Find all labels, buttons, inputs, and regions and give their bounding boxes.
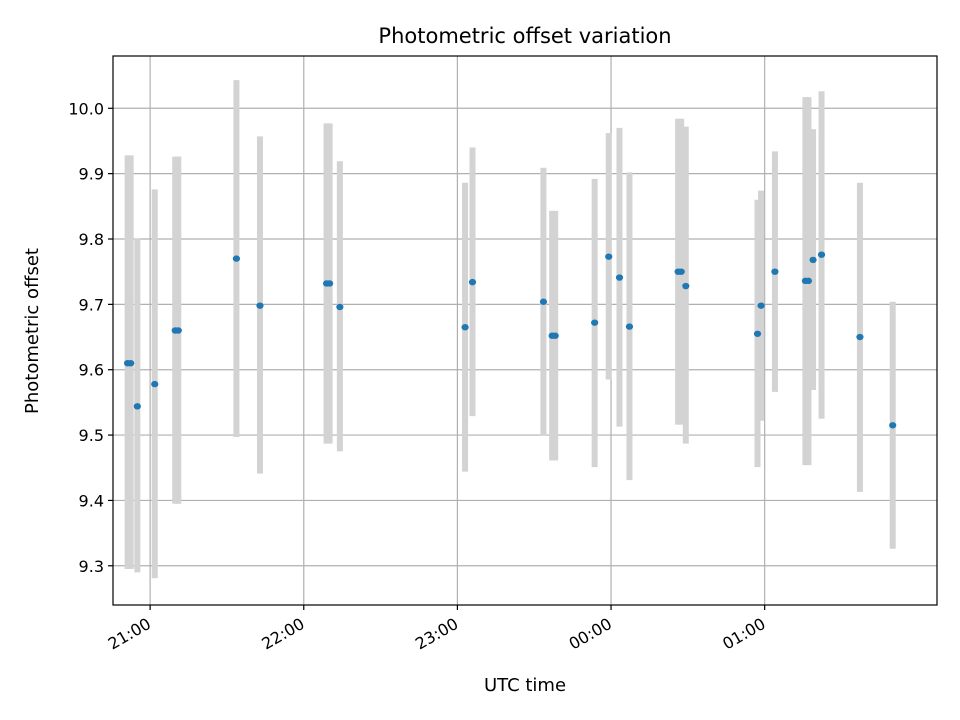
data-point bbox=[682, 282, 690, 290]
y-tick-label: 9.9 bbox=[79, 165, 104, 184]
data-point bbox=[133, 403, 141, 410]
y-axis-ticks: 9.3 9.4 9.5 9.6 9.7 9.8 9.9 10.0 bbox=[68, 99, 113, 576]
data-point bbox=[336, 303, 344, 311]
data-point bbox=[174, 327, 182, 334]
grid bbox=[113, 56, 937, 605]
y-tick-label: 9.7 bbox=[79, 295, 104, 314]
data-point bbox=[625, 323, 634, 330]
data-point bbox=[461, 324, 469, 331]
data-point bbox=[232, 255, 241, 262]
y-tick-label: 9.3 bbox=[79, 557, 104, 576]
data-point bbox=[809, 256, 817, 264]
data-point bbox=[551, 332, 559, 339]
y-tick-label: 9.5 bbox=[79, 426, 104, 445]
data-point bbox=[757, 302, 765, 309]
data-point bbox=[326, 280, 334, 287]
data-point bbox=[127, 359, 135, 367]
data-point bbox=[256, 302, 264, 309]
x-axis-label: UTC time bbox=[484, 675, 566, 696]
data-point bbox=[804, 277, 813, 285]
data-point bbox=[889, 422, 897, 429]
data-point bbox=[539, 298, 548, 305]
y-axis-label: Photometric offset bbox=[22, 248, 43, 414]
y-tick-label: 10.0 bbox=[68, 99, 104, 118]
data-point bbox=[856, 333, 864, 341]
y-tick-label: 9.8 bbox=[79, 230, 104, 249]
data-point bbox=[615, 274, 624, 281]
data-point bbox=[151, 380, 159, 388]
data-point bbox=[771, 268, 779, 275]
data-point bbox=[605, 253, 613, 260]
chart-title: Photometric offset variation bbox=[378, 24, 671, 48]
data-point bbox=[753, 330, 762, 337]
data-point bbox=[817, 251, 826, 258]
y-tick-label: 9.6 bbox=[79, 361, 104, 380]
data-point bbox=[677, 268, 685, 275]
data-point bbox=[468, 278, 477, 286]
plot-frame bbox=[112, 55, 938, 606]
data-point bbox=[591, 319, 599, 326]
data-points bbox=[123, 251, 897, 429]
y-tick-label: 9.4 bbox=[79, 491, 104, 510]
